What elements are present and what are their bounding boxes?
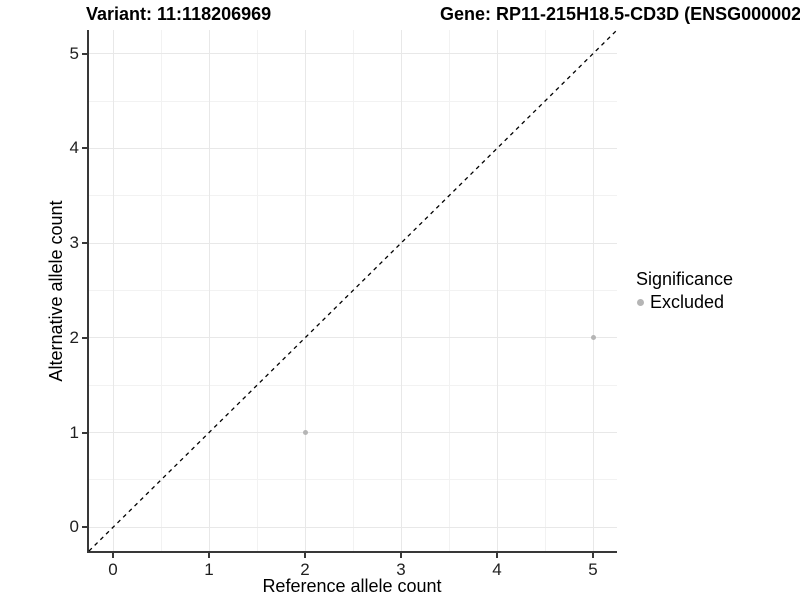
data-point bbox=[590, 335, 596, 341]
major-gridline-y bbox=[89, 242, 617, 244]
x-tick-mark bbox=[208, 551, 210, 558]
x-tick-label: 0 bbox=[108, 560, 118, 579]
y-tick-label: 3 bbox=[69, 233, 79, 253]
y-tick-label: 2 bbox=[69, 327, 79, 347]
major-gridline-y bbox=[89, 337, 617, 339]
legend-item-label: Excluded bbox=[650, 292, 725, 312]
major-gridline-x bbox=[592, 30, 594, 551]
major-gridline-x bbox=[304, 30, 306, 551]
x-tick-mark bbox=[400, 551, 402, 558]
y-tick-mark bbox=[82, 526, 89, 529]
y-tick-mark bbox=[82, 147, 89, 150]
x-tick-label: 3 bbox=[396, 560, 406, 579]
gene-title: Gene: RP11-215H18.5-CD3D (ENSG00000254 bbox=[440, 4, 800, 24]
major-gridline-y bbox=[89, 53, 617, 55]
x-tick-label: 2 bbox=[300, 560, 310, 579]
major-gridline-x bbox=[496, 30, 498, 551]
excluded-point-icon bbox=[637, 298, 644, 306]
major-gridline-x bbox=[208, 30, 210, 551]
major-gridline-x bbox=[112, 30, 114, 551]
x-tick-mark bbox=[496, 551, 498, 558]
minor-gridline-y bbox=[89, 100, 617, 102]
x-tick-mark bbox=[304, 551, 306, 558]
legend: Significance Excluded bbox=[630, 268, 798, 313]
y-tick-mark bbox=[82, 242, 89, 245]
y-tick-label: 1 bbox=[69, 422, 79, 442]
legend-title: Significance bbox=[636, 269, 734, 289]
x-tick-label: 4 bbox=[492, 560, 502, 579]
minor-gridline-y bbox=[89, 195, 617, 197]
y-tick-mark bbox=[82, 431, 89, 434]
x-tick-label: 1 bbox=[204, 560, 214, 579]
y-tick-label: 4 bbox=[69, 138, 79, 158]
x-axis-label: Reference allele count bbox=[262, 576, 442, 596]
major-gridline-y bbox=[89, 526, 617, 528]
y-tick-mark bbox=[82, 336, 89, 339]
variant-title: Variant: 11:118206969 bbox=[86, 4, 272, 24]
y-tick-label: 5 bbox=[69, 43, 79, 63]
major-gridline-x bbox=[400, 30, 402, 551]
major-gridline-y bbox=[89, 432, 617, 434]
data-point bbox=[302, 430, 308, 436]
x-tick-mark bbox=[592, 551, 594, 558]
minor-gridline-y bbox=[89, 479, 617, 481]
plot-panel: 0 1 2 3 4 5 0 1 2 3 4 5 bbox=[70, 29, 618, 579]
y-tick-label: 0 bbox=[69, 517, 79, 537]
x-tick-mark bbox=[112, 551, 114, 558]
identity-line bbox=[88, 29, 618, 552]
y-tick-mark bbox=[82, 52, 89, 55]
major-gridline-y bbox=[89, 147, 617, 149]
legend-item-excluded: Excluded bbox=[630, 291, 798, 313]
x-tick-label: 5 bbox=[588, 560, 598, 579]
minor-gridline-y bbox=[89, 384, 617, 386]
